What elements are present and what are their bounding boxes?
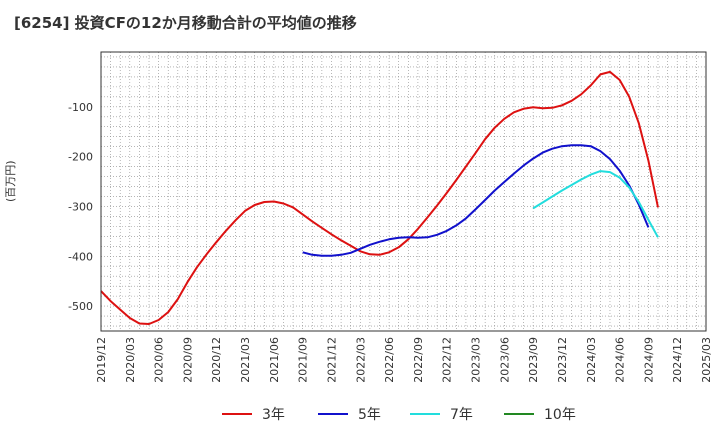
y-tick-label: -200 [68, 151, 93, 164]
x-tick-label: 2021/12 [325, 337, 338, 383]
x-tick-label: 2023/09 [527, 337, 540, 383]
x-tick-label: 2021/06 [268, 337, 281, 383]
x-tick-label: 2024/09 [642, 337, 655, 383]
legend-item: 3年 [222, 407, 285, 423]
x-tick-label: 2020/06 [153, 337, 166, 383]
legend-label: 10年 [544, 407, 576, 423]
y-axis-ticks: -500 -400 -300 -200 -100 [68, 101, 93, 313]
grid-lines [100, 52, 707, 331]
x-tick-label: 2020/03 [124, 337, 137, 383]
legend-item: 10年 [504, 407, 576, 423]
series-lines [100, 70, 659, 325]
x-tick-label: 2025/03 [700, 337, 713, 383]
series-line-7年 [532, 170, 659, 238]
legend-item: 7年 [410, 407, 473, 423]
x-axis-ticks: 2019/12 2020/03 2020/06 2020/09 2020/12 2021/… [95, 337, 713, 383]
series-line-3年 [100, 70, 659, 325]
x-tick-label: 2023/06 [498, 337, 511, 383]
y-tick-label: -300 [68, 200, 93, 213]
legend-item: 5年 [318, 407, 381, 423]
plot-area-frame [100, 51, 707, 332]
y-tick-label: -500 [68, 300, 93, 313]
legend-label: 3年 [262, 407, 285, 423]
x-tick-label: 2022/03 [354, 337, 367, 383]
x-tick-label: 2023/03 [470, 337, 483, 383]
y-tick-label: -100 [68, 101, 93, 114]
x-tick-label: 2022/09 [412, 337, 425, 383]
x-tick-label: 2021/03 [239, 337, 252, 383]
x-tick-label: 2024/12 [671, 337, 684, 383]
x-tick-label: 2020/09 [181, 337, 194, 383]
x-tick-label: 2022/06 [383, 337, 396, 383]
x-tick-label: 2020/12 [210, 337, 223, 383]
x-tick-label: 2022/12 [441, 337, 454, 383]
x-tick-label: 2021/09 [297, 337, 310, 383]
x-tick-label: 2023/12 [556, 337, 569, 383]
x-tick-label: 2024/06 [614, 337, 627, 383]
legend: 3年 5年 7年 10年 [222, 407, 576, 423]
legend-label: 5年 [358, 407, 381, 423]
x-tick-label: 2024/03 [585, 337, 598, 383]
x-tick-label: 2019/12 [95, 337, 108, 383]
y-tick-label: -400 [68, 250, 93, 263]
legend-label: 7年 [450, 407, 473, 423]
chart-title: [6254] 投資CFの12か月移動合計の平均値の推移 [14, 14, 357, 32]
series-line-5年 [302, 144, 650, 257]
